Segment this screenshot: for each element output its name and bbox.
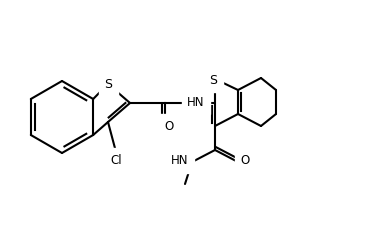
Text: O: O	[164, 120, 174, 132]
Text: HN: HN	[187, 95, 205, 109]
Text: Cl: Cl	[110, 154, 122, 167]
Text: O: O	[240, 154, 250, 168]
Text: HN: HN	[171, 154, 189, 168]
Text: S: S	[209, 73, 217, 87]
Text: S: S	[104, 77, 112, 91]
